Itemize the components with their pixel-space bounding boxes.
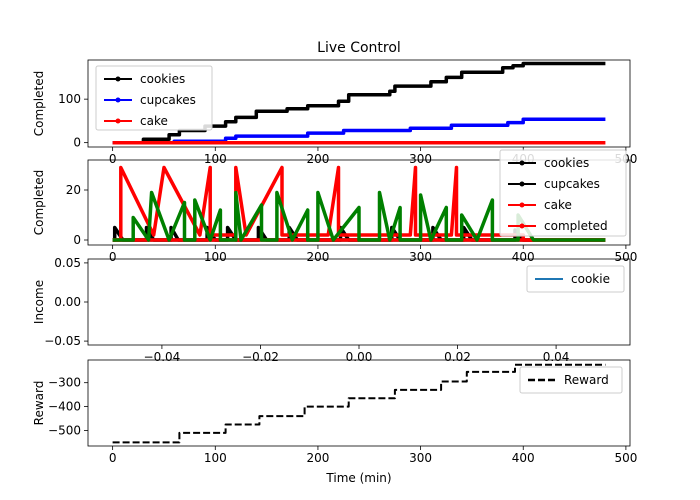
- y-tick-label: 0.05: [54, 256, 81, 270]
- y-tick-label: 0: [73, 136, 81, 150]
- axes-frame: [87, 359, 631, 447]
- legend-label: Reward: [564, 373, 609, 387]
- legend-label: cookies: [544, 156, 589, 170]
- x-tick-label: 100: [204, 152, 227, 166]
- y-tick-label: 100: [58, 92, 81, 106]
- series-line-cake-2: [112, 165, 606, 242]
- legend-marker: [519, 181, 525, 187]
- legend-label: completed: [544, 219, 608, 233]
- legend-marker: [115, 97, 121, 103]
- x-tick-label: 300: [409, 152, 432, 166]
- legend: Reward: [519, 366, 623, 394]
- legend-label: cookie: [571, 272, 610, 286]
- y-axis-label: Completed: [32, 71, 46, 136]
- x-tick-label: 300: [409, 451, 432, 465]
- x-tick-label: 400: [512, 250, 535, 264]
- x-tick-label: −0.02: [242, 350, 279, 364]
- legend-marker: [519, 223, 525, 229]
- x-tick-label: 500: [614, 250, 637, 264]
- y-axis-label: Income: [32, 280, 46, 324]
- subplot-2: 0 100 200 300 400 500 0 20 Completed cookies cupca…: [32, 149, 637, 264]
- x-tick-label: 0: [109, 451, 117, 465]
- series-group: [112, 165, 606, 242]
- y-tick-label: 0: [73, 233, 81, 247]
- x-tick-label: 200: [306, 250, 329, 264]
- x-tick-label: 0: [109, 152, 117, 166]
- x-tick-label: −0.04: [144, 350, 181, 364]
- legend-label: cookies: [140, 72, 185, 86]
- legend-marker: [519, 160, 525, 166]
- x-tick-label: 200: [306, 451, 329, 465]
- y-tick-label: −300: [48, 376, 81, 390]
- x-axis-label: Time (min): [325, 471, 391, 485]
- legend-box: [519, 366, 623, 394]
- series-line-Reward-0: [112, 363, 606, 444]
- legend-box: [499, 149, 627, 237]
- legend-box: [526, 265, 625, 293]
- x-tick-label: 500: [614, 451, 637, 465]
- legend-label: cake: [544, 198, 572, 212]
- x-tick-label: 200: [306, 152, 329, 166]
- subplot-3: −0.04 −0.02 0.00 0.02 0.04 −0.05 0.00 0.05 Incom…: [32, 256, 631, 364]
- chart-title: Live Control: [317, 40, 401, 56]
- y-tick-label: 0.00: [54, 295, 81, 309]
- legend-marker: [115, 76, 121, 82]
- subplot-1: 01002003004005000100Live ControlComplete…: [32, 40, 637, 166]
- legend-box: [95, 65, 213, 131]
- x-tick-label: 100: [204, 250, 227, 264]
- x-tick-label: 0.00: [346, 350, 373, 364]
- x-tick-label: 300: [409, 250, 432, 264]
- y-tick-label: 20: [66, 183, 81, 197]
- y-axis-label: Completed: [32, 170, 46, 235]
- y-tick-label: −400: [48, 400, 81, 414]
- axes-frame: [87, 159, 631, 246]
- legend-label: cupcakes: [544, 177, 600, 191]
- legend: cookies cupcakes cake: [95, 65, 213, 131]
- y-tick-label: −500: [48, 423, 81, 437]
- legend: cookies cupcakes cake completed: [499, 149, 627, 237]
- x-tick-label: 0: [109, 250, 117, 264]
- legend-label: cupcakes: [140, 93, 196, 107]
- axes-frame: [87, 59, 631, 148]
- legend-marker: [115, 118, 121, 124]
- series-group: [112, 363, 606, 444]
- y-tick-label: −0.05: [44, 334, 81, 348]
- x-tick-label: 0.04: [543, 350, 570, 364]
- legend-label: cake: [140, 114, 168, 128]
- x-tick-label: 400: [512, 451, 535, 465]
- series-line-cupcakes-1: [112, 117, 606, 145]
- x-tick-label: 0.02: [444, 350, 471, 364]
- legend-marker: [519, 202, 525, 208]
- legend: cookie: [526, 265, 625, 293]
- series-line-unnamed-4: [112, 190, 606, 242]
- y-axis-label: Reward: [32, 381, 46, 426]
- x-tick-label: 100: [204, 451, 227, 465]
